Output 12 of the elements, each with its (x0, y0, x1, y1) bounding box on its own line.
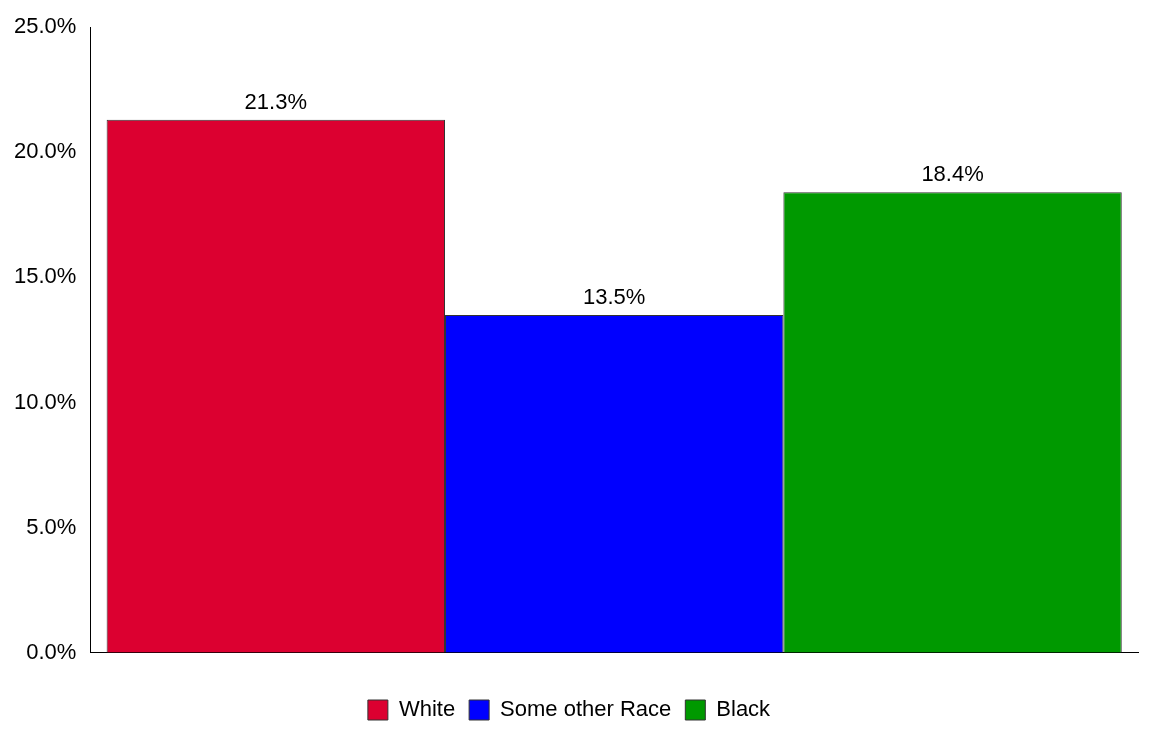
y-tick-label: 25.0% (13, 13, 77, 39)
data-label: 13.5% (582, 283, 646, 309)
y-tick-label: 0.0% (26, 638, 77, 664)
y-tick-label: 5.0% (26, 513, 77, 539)
legend-label: Some other Race (500, 696, 672, 722)
y-tick-label: 20.0% (13, 138, 77, 164)
data-label: 18.4% (921, 161, 984, 187)
data-label: 21.3% (244, 88, 307, 114)
y-tick-label: 10.0% (13, 388, 77, 414)
legend-label: Black (716, 696, 772, 722)
y-tick-label: 15.0% (13, 263, 77, 289)
legend-label: White (398, 696, 456, 722)
